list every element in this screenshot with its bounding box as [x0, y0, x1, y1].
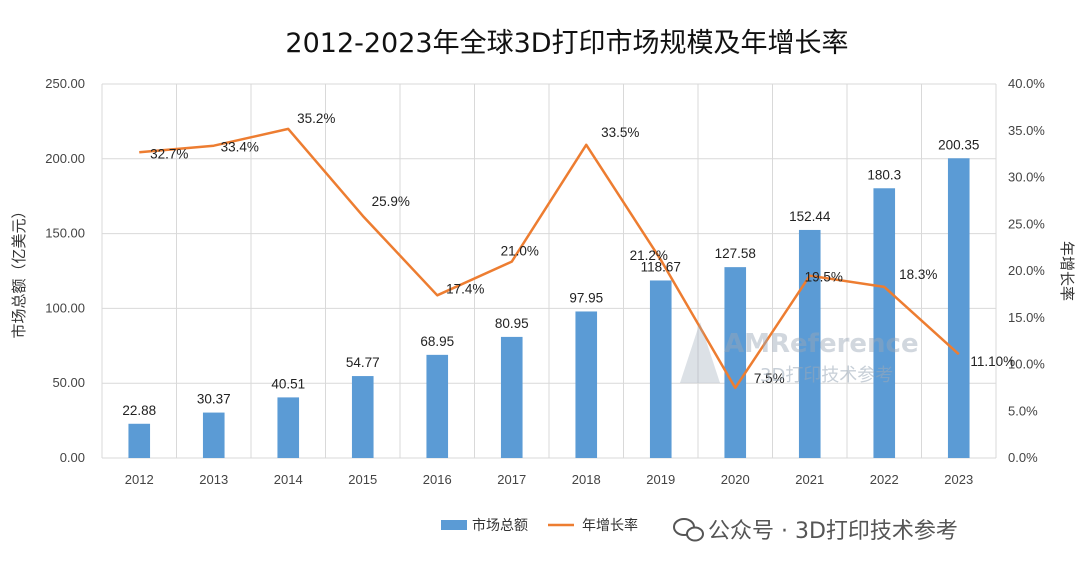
gridlines: [101, 83, 997, 459]
bar-2019: [649, 280, 672, 458]
bar-data-labels: 22.88 30.37 40.51 54.77 68.95 80.95 97.95 118.6…: [122, 137, 979, 417]
x-tick-label: 2013: [199, 472, 228, 487]
x-tick-label: 2022: [870, 472, 899, 487]
line-label-2016: 17.4%: [446, 281, 484, 296]
right-tick-label: 0.0%: [1008, 450, 1038, 465]
bar-label-2018: 97.95: [569, 290, 603, 305]
bar-2018: [575, 311, 598, 458]
bar-label-2023: 200.35: [938, 137, 979, 152]
left-tick-label: 200.00: [45, 151, 85, 166]
bar-2016: [426, 354, 449, 458]
watermark-source: 公众号 · 3D打印技术参考: [673, 518, 958, 544]
wechat-icon: [673, 518, 704, 542]
x-tick-label: 2012: [125, 472, 154, 487]
bar-2020: [724, 267, 747, 458]
right-tick-label: 5.0%: [1008, 403, 1038, 418]
line-series-growth-rate: [139, 127, 960, 390]
right-tick-label: 15.0%: [1008, 310, 1045, 325]
right-axis-ticks: 0.0% 5.0% 10.0% 15.0% 20.0% 25.0% 30.0% 35.0% 40…: [1008, 76, 1045, 465]
left-tick-label: 100.00: [45, 300, 85, 315]
bar-label-2022: 180.3: [867, 167, 901, 182]
x-tick-label: 2018: [572, 472, 601, 487]
bar-2023: [947, 158, 970, 458]
line-label-2013: 33.4%: [221, 140, 259, 155]
bar-label-2016: 68.95: [420, 334, 454, 349]
right-tick-label: 10.0%: [1008, 357, 1045, 372]
bar-series-market-total: [128, 158, 970, 459]
brand-logo-icon: [680, 322, 720, 383]
chart-title: 2012-2023年全球3D打印市场规模及年增长率: [285, 28, 848, 59]
bar-2013: [202, 412, 225, 458]
line-label-2020: 7.5%: [754, 371, 785, 386]
watermark-brand-text: AMReference: [724, 329, 919, 359]
x-tick-label: 2014: [274, 472, 303, 487]
watermark-brand: AMReference 3D打印技术参考: [680, 322, 919, 386]
bar-2014: [277, 397, 300, 458]
bar-label-2019: 118.67: [641, 259, 681, 274]
x-tick-label: 2015: [348, 472, 377, 487]
growth-rate-line: [139, 127, 960, 390]
line-label-2019: 21.2%: [630, 248, 668, 263]
line-data-labels: 32.7% 33.4% 35.2% 25.9% 17.4% 21.0% 33.5% 21.2%…: [150, 111, 1015, 386]
right-tick-label: 20.0%: [1008, 263, 1045, 278]
x-tick-label: 2023: [944, 472, 973, 487]
right-tick-label: 35.0%: [1008, 123, 1045, 138]
right-tick-label: 30.0%: [1008, 170, 1045, 185]
x-tick-label: 2020: [721, 472, 750, 487]
watermark-brand-sub: 3D打印技术参考: [760, 365, 893, 386]
bar-2021: [798, 229, 821, 458]
left-axis-title: 市场总额（亿美元）: [10, 203, 28, 338]
line-label-2018: 33.5%: [601, 125, 639, 140]
right-axis-title: 年增长率: [1058, 241, 1076, 301]
line-label-2021: 19.5%: [805, 270, 843, 285]
bar-label-2017: 80.95: [495, 316, 529, 331]
left-tick-label: 50.00: [52, 375, 85, 390]
line-label-2017: 21.0%: [501, 244, 539, 259]
bar-2012: [128, 423, 151, 458]
line-label-2015: 25.9%: [372, 194, 410, 209]
bar-2022: [873, 188, 896, 459]
line-label-2023: 11.10%: [970, 354, 1015, 369]
left-tick-label: 150.00: [45, 226, 85, 241]
x-axis-ticks: 2012 2013 2014 2015 2016 2017 2018 2019 2020 2021…: [125, 472, 973, 487]
x-tick-label: 2021: [795, 472, 824, 487]
bar-label-2015: 54.77: [346, 355, 380, 370]
legend-label-line: 年增长率: [582, 517, 638, 534]
left-tick-label: 0.00: [60, 450, 85, 465]
right-tick-label: 25.0%: [1008, 216, 1045, 231]
line-label-2012: 32.7%: [150, 146, 188, 161]
x-tick-label: 2016: [423, 472, 452, 487]
x-tick-label: 2019: [646, 472, 675, 487]
bar-2015: [351, 376, 374, 458]
left-axis-ticks: 0.00 50.00 100.00 150.00 200.00 250.00: [45, 76, 85, 465]
legend-swatch-bar: [441, 520, 467, 530]
legend: 市场总额 年增长率: [441, 517, 638, 534]
bar-label-2012: 22.88: [122, 403, 156, 418]
watermark-source-text: 公众号 · 3D打印技术参考: [708, 519, 958, 544]
legend-label-bar: 市场总额: [472, 517, 528, 534]
left-tick-label: 250.00: [45, 76, 85, 91]
x-tick-label: 2017: [497, 472, 526, 487]
bar-label-2021: 152.44: [789, 209, 831, 224]
bar-label-2013: 30.37: [197, 392, 231, 407]
bar-label-2020: 127.58: [715, 246, 756, 261]
line-label-2014: 35.2%: [297, 111, 335, 126]
right-tick-label: 40.0%: [1008, 76, 1045, 91]
bar-label-2014: 40.51: [271, 376, 305, 391]
bar-2017: [500, 336, 523, 458]
line-label-2022: 18.3%: [899, 267, 937, 282]
